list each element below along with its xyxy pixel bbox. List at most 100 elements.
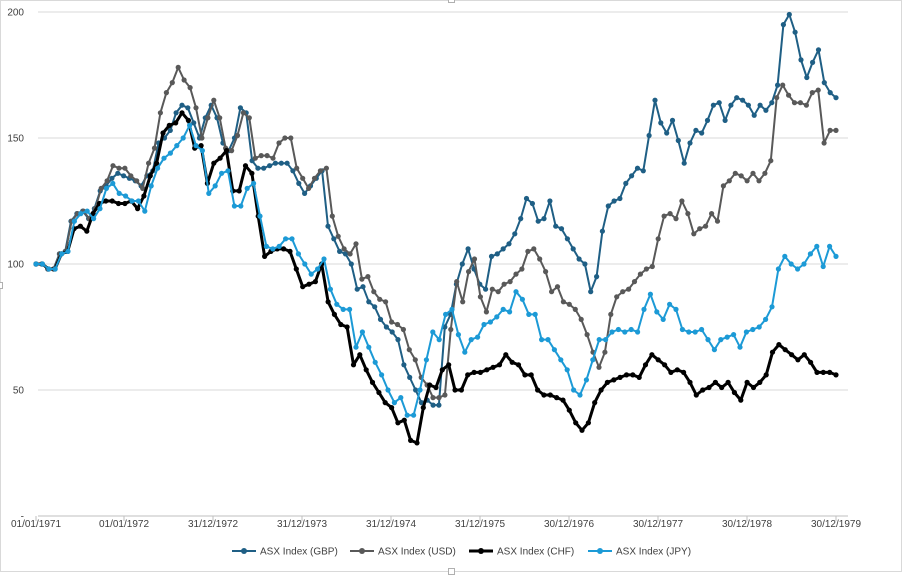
data-point [703, 223, 709, 229]
data-point [436, 337, 442, 343]
data-point [270, 246, 276, 252]
data-point [348, 261, 354, 267]
data-point [547, 392, 553, 398]
data-point [745, 102, 752, 108]
data-point [360, 284, 366, 290]
data-point [261, 165, 267, 171]
data-point [554, 284, 561, 290]
data-point [423, 357, 429, 363]
data-point [528, 372, 534, 378]
data-point [763, 316, 769, 322]
resize-handle-top[interactable] [448, 0, 455, 3]
data-point [620, 289, 626, 295]
data-point [389, 319, 395, 325]
data-point [236, 188, 242, 194]
data-point [667, 211, 673, 217]
data-point [500, 306, 506, 312]
data-point [142, 208, 148, 214]
data-point [756, 324, 762, 330]
data-point [365, 274, 371, 280]
data-point [774, 95, 780, 101]
data-point [199, 135, 205, 141]
legend: ASX Index (GBP) ASX Index (USD) ASX Index … [232, 547, 691, 558]
data-point [662, 362, 668, 368]
data-point [302, 261, 308, 267]
data-point [377, 296, 383, 302]
data-point [377, 316, 384, 322]
data-point [529, 200, 536, 207]
data-point [460, 299, 466, 305]
data-point [191, 120, 197, 126]
data-point [576, 256, 582, 262]
data-point [827, 127, 833, 133]
data-point [420, 405, 426, 411]
data-point [306, 281, 312, 287]
data-point [664, 130, 670, 136]
data-point [294, 165, 300, 171]
data-point [255, 165, 261, 171]
data-point [430, 329, 436, 335]
data-point [821, 140, 827, 146]
resize-handle-left[interactable] [0, 282, 3, 289]
x-tick-label: 01/01/1972 [99, 519, 149, 530]
data-point [302, 190, 308, 196]
data-point [518, 216, 524, 222]
data-point [570, 246, 576, 252]
data-point [185, 105, 191, 111]
data-point [389, 405, 395, 411]
data-point [643, 266, 650, 272]
data-point [611, 377, 617, 383]
data-point [490, 364, 496, 370]
data-point [385, 387, 391, 393]
data-point [414, 440, 420, 446]
data-point [611, 198, 617, 204]
data-point [282, 135, 288, 141]
data-point [631, 279, 638, 285]
data-point [814, 369, 820, 375]
data-point [719, 384, 725, 391]
data-point [217, 115, 223, 121]
data-point [815, 87, 821, 93]
data-point [337, 248, 343, 254]
resize-handle-bottom[interactable] [448, 568, 455, 575]
data-point [418, 400, 424, 406]
data-point [449, 306, 455, 312]
legend-item: ASX Index (JPY) [588, 547, 691, 558]
data-point [494, 314, 500, 320]
data-point [655, 236, 661, 242]
data-point [443, 311, 449, 317]
data-point [553, 223, 559, 229]
data-point [59, 251, 65, 257]
data-point [634, 165, 641, 171]
data-point [525, 248, 531, 254]
data-point [376, 389, 382, 396]
x-tick-label: 01/01/1971 [11, 519, 61, 530]
data-point [571, 387, 577, 393]
data-point [293, 266, 299, 272]
data-point [234, 132, 241, 139]
x-axis [35, 515, 848, 521]
data-point [687, 140, 693, 146]
data-point [173, 120, 179, 126]
data-point [646, 132, 652, 139]
data-point [501, 281, 507, 287]
data-point [458, 387, 464, 393]
data-point [406, 347, 412, 353]
data-point [807, 251, 814, 257]
data-point [496, 362, 503, 368]
data-point [238, 203, 244, 209]
data-point [353, 241, 359, 247]
data-point [289, 236, 295, 242]
data-point [187, 122, 193, 128]
data-point [814, 243, 820, 249]
data-point [605, 203, 611, 209]
data-point [573, 420, 579, 426]
y-tick-label: - [21, 512, 24, 523]
data-point [728, 102, 734, 108]
data-point [427, 382, 433, 388]
data-point [231, 203, 237, 209]
data-point [603, 337, 609, 343]
data-point [833, 127, 839, 133]
data-point [833, 253, 839, 259]
data-point [436, 402, 442, 408]
